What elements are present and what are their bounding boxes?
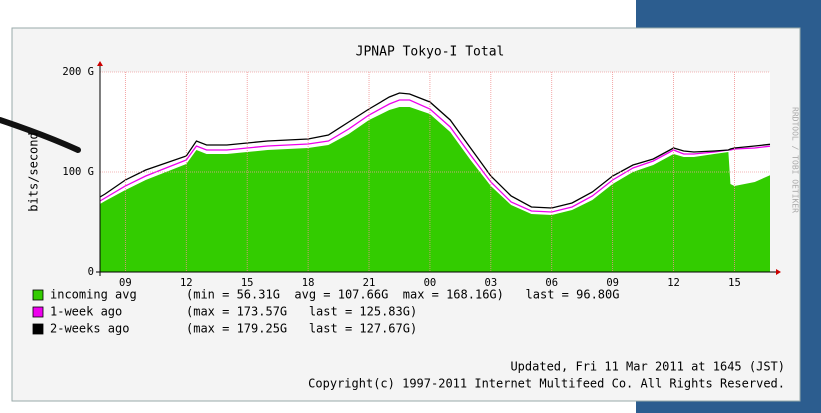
area [100,107,770,272]
legend-stats: (max = 179.25G last = 127.67G) [186,322,417,336]
legend-stats: (min = 56.31G avg = 107.66G max = 168.16… [186,288,619,302]
y-axis-label: bits/second [27,132,41,211]
x-tick-label: 12 [667,277,680,289]
x-tick-label: 15 [241,277,254,289]
x-tick-label: 21 [363,277,376,289]
x-tick-label: 15 [728,277,741,289]
y-tick-label: 200 G [62,66,94,78]
x-tick-label: 00 [424,277,437,289]
line [99,92,771,209]
x-tick-label: 06 [545,277,558,289]
y-arrow [97,61,103,66]
legend-label: incoming avg [50,288,137,302]
x-tick-label: 09 [606,277,619,289]
x-tick-label: 03 [485,277,498,289]
x-arrow [776,269,781,275]
side-text: RRDTOOL / TOBI OETIKER [791,107,800,213]
legend-swatch [32,323,44,335]
x-tick-label: 09 [119,277,132,289]
chart-title: JPNAP Tokyo-I Total [356,45,505,60]
line [99,99,771,213]
y-tick-label: 0 [88,266,94,278]
footer-text: Updated, Fri 11 Mar 2011 at 1645 (JST) [510,360,785,374]
legend-swatch [32,289,44,301]
x-tick-label: 12 [180,277,193,289]
x-tick-label: 18 [302,277,315,289]
footer-text: Copyright(c) 1997-2011 Internet Multifee… [308,377,785,391]
legend-stats: (max = 173.57G last = 125.83G) [186,305,417,319]
legend-label: 1-week ago [50,305,122,319]
legend-label: 2-weeks ago [50,322,129,336]
y-tick-label: 100 G [62,166,94,178]
pen-stroke [0,117,81,153]
legend-swatch [32,306,44,318]
